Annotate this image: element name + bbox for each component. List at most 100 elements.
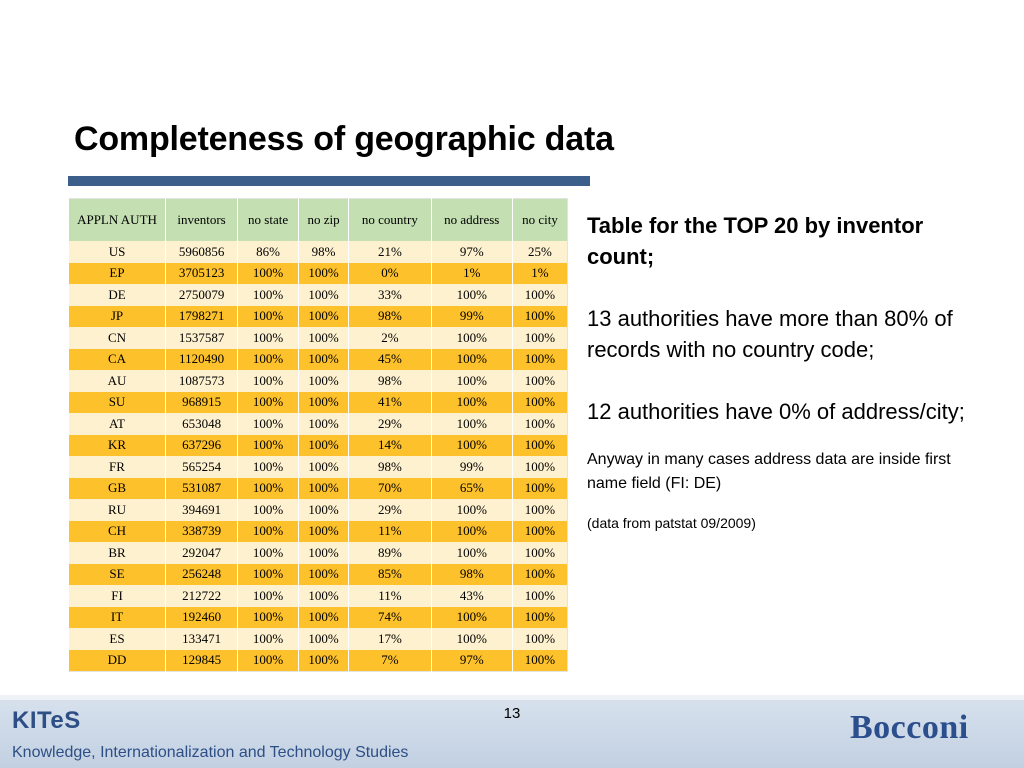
cell-authority: JP [68,305,166,327]
cell-no-zip: 100% [298,628,349,650]
cell-no-address: 100% [430,499,513,521]
kites-logo: KITeS [12,707,81,734]
cell-no-city: 100% [511,391,568,413]
cell-inventors: 1087573 [164,370,238,392]
cell-no-country: 2% [348,327,432,349]
cell-no-country: 89% [348,542,432,564]
cell-no-zip: 100% [298,370,349,392]
table-header-row: APPLN AUTH inventors no state no zip no … [68,198,568,241]
cell-inventors: 256248 [164,563,238,585]
cell-no-city: 100% [511,563,568,585]
footer-divider [0,695,1024,700]
cell-no-zip: 100% [298,434,349,456]
cell-inventors: 292047 [164,542,238,564]
table-row: CA 1120490 100% 100% 45% 100% 100% [68,348,568,370]
cell-no-address: 100% [430,520,513,542]
cell-authority: CA [68,348,166,370]
cell-inventors: 637296 [164,434,238,456]
cell-no-address: 98% [430,563,513,585]
cell-no-zip: 100% [298,606,349,628]
cell-inventors: 5960856 [164,241,238,263]
cell-no-country: 85% [348,563,432,585]
cell-no-state: 100% [237,284,299,306]
table-row: RU 394691 100% 100% 29% 100% 100% [68,499,568,521]
table-row: KR 637296 100% 100% 14% 100% 100% [68,434,568,456]
cell-inventors: 1537587 [164,327,238,349]
cell-authority: DD [68,649,166,672]
header-no-state: no state [237,198,299,241]
cell-authority: BR [68,542,166,564]
table-row: CH 338739 100% 100% 11% 100% 100% [68,520,568,542]
cell-no-country: 29% [348,413,432,435]
table-row: DD 129845 100% 100% 7% 97% 100% [68,649,568,672]
cell-no-address: 97% [430,241,513,263]
cell-inventors: 531087 [164,477,238,499]
cell-no-zip: 100% [298,499,349,521]
table-row: AU 1087573 100% 100% 98% 100% 100% [68,370,568,392]
cell-no-zip: 100% [298,477,349,499]
cell-no-country: 41% [348,391,432,413]
table-row: IT 192460 100% 100% 74% 100% 100% [68,606,568,628]
header-appln-auth: APPLN AUTH [68,198,166,241]
cell-no-city: 100% [511,284,568,306]
cell-no-address: 99% [430,305,513,327]
page-number: 13 [503,705,521,722]
cell-no-city: 100% [511,585,568,607]
cell-no-zip: 100% [298,585,349,607]
data-source-note: (data from patstat 09/2009) [587,515,756,531]
table-row: BR 292047 100% 100% 89% 100% 100% [68,542,568,564]
cell-no-state: 100% [237,649,299,672]
cell-inventors: 338739 [164,520,238,542]
cell-inventors: 653048 [164,413,238,435]
cell-authority: ES [68,628,166,650]
slide-title: Completeness of geographic data [74,120,614,158]
cell-no-country: 0% [348,262,432,284]
cell-no-address: 100% [430,434,513,456]
cell-no-zip: 100% [298,327,349,349]
title-underline [68,176,590,186]
cell-no-address: 1% [430,262,513,284]
cell-no-state: 100% [237,370,299,392]
cell-inventors: 192460 [164,606,238,628]
cell-no-zip: 100% [298,649,349,672]
cell-inventors: 394691 [164,499,238,521]
cell-no-zip: 100% [298,413,349,435]
side-point-address: 12 authorities have 0% of address/city; [587,399,965,424]
cell-no-address: 99% [430,456,513,478]
cell-no-zip: 100% [298,542,349,564]
cell-inventors: 212722 [164,585,238,607]
cell-no-state: 100% [237,520,299,542]
cell-no-state: 100% [237,413,299,435]
cell-inventors: 2750079 [164,284,238,306]
cell-no-state: 100% [237,262,299,284]
geographic-completeness-table: APPLN AUTH inventors no state no zip no … [68,198,568,672]
cell-no-country: 74% [348,606,432,628]
footer-bar: 13 KITeS Knowledge, Internationalization… [0,695,1024,768]
cell-authority: GB [68,477,166,499]
cell-no-country: 45% [348,348,432,370]
cell-authority: SE [68,563,166,585]
cell-no-zip: 100% [298,391,349,413]
cell-authority: KR [68,434,166,456]
cell-no-zip: 100% [298,563,349,585]
table-row: SU 968915 100% 100% 41% 100% 100% [68,391,568,413]
cell-no-state: 100% [237,434,299,456]
cell-no-state: 86% [237,241,299,263]
cell-no-country: 33% [348,284,432,306]
header-no-city: no city [511,198,568,241]
cell-no-state: 100% [237,563,299,585]
cell-no-address: 100% [430,284,513,306]
side-note: Anyway in many cases address data are in… [587,451,951,492]
cell-inventors: 1798271 [164,305,238,327]
header-no-country: no country [348,198,432,241]
cell-no-city: 100% [511,520,568,542]
header-no-address: no address [430,198,513,241]
table-row: FR 565254 100% 100% 98% 99% 100% [68,456,568,478]
cell-authority: FR [68,456,166,478]
cell-no-country: 98% [348,305,432,327]
cell-authority: IT [68,606,166,628]
cell-no-address: 97% [430,649,513,672]
side-heading: Table for the TOP 20 by inventor count; [587,213,924,269]
table-row: SE 256248 100% 100% 85% 98% 100% [68,563,568,585]
cell-no-address: 100% [430,348,513,370]
